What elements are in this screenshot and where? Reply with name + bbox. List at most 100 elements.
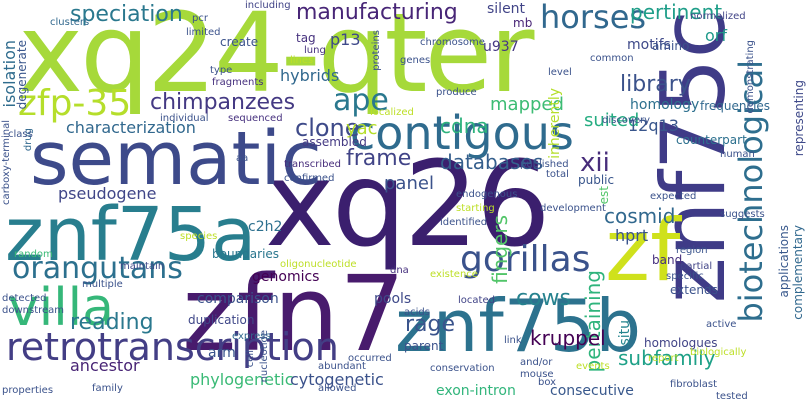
word: genes bbox=[400, 55, 431, 66]
word: duplication bbox=[188, 313, 255, 327]
word: cows bbox=[516, 286, 572, 311]
word: discovery bbox=[602, 115, 651, 126]
word: gorillas bbox=[460, 239, 591, 280]
word: 12q13 bbox=[628, 116, 679, 135]
word: silent bbox=[487, 1, 526, 17]
word: limited bbox=[186, 27, 221, 38]
word: link bbox=[504, 335, 522, 346]
word: class bbox=[8, 129, 33, 140]
word: degenerate bbox=[15, 40, 29, 110]
word: pseudogene bbox=[58, 184, 157, 203]
word: znf75b bbox=[395, 284, 642, 368]
word: lung bbox=[304, 45, 326, 56]
word: yac bbox=[346, 118, 378, 139]
word: events bbox=[576, 361, 610, 372]
word: common bbox=[590, 53, 634, 64]
word: mb bbox=[513, 16, 533, 30]
word: fragments bbox=[212, 77, 264, 88]
word: random bbox=[14, 249, 53, 260]
word: starting bbox=[456, 203, 495, 214]
word: zfp-35 bbox=[18, 83, 132, 124]
word: tag bbox=[296, 31, 316, 45]
word: family bbox=[92, 383, 123, 394]
word: allowed bbox=[318, 383, 357, 394]
word: extends bbox=[670, 283, 718, 297]
word: consecutive bbox=[550, 383, 634, 399]
word: partial bbox=[680, 261, 713, 272]
word: normalized bbox=[690, 11, 746, 22]
word: comparison bbox=[197, 291, 279, 307]
word: applications bbox=[777, 225, 791, 298]
word: hybrids bbox=[280, 66, 340, 85]
word: occurred bbox=[348, 353, 392, 364]
word: nucleotide bbox=[259, 330, 270, 383]
word: znf75a bbox=[5, 192, 257, 278]
word: localized bbox=[370, 107, 414, 118]
word: est bbox=[597, 186, 611, 205]
word: arm bbox=[208, 345, 236, 361]
word: pcr bbox=[192, 13, 208, 24]
word: u937 bbox=[483, 39, 519, 55]
word: confirmed bbox=[284, 173, 335, 184]
word: representing bbox=[792, 80, 806, 157]
word: properties bbox=[2, 385, 54, 396]
word: situ bbox=[617, 320, 633, 346]
word: motifs bbox=[627, 37, 671, 53]
word: reading bbox=[70, 310, 154, 335]
word: rage bbox=[405, 312, 456, 337]
word: pools bbox=[374, 291, 412, 307]
word: orangutans bbox=[12, 251, 183, 286]
word: endogenous bbox=[456, 189, 518, 200]
word: pertinent bbox=[630, 0, 723, 24]
word: horses bbox=[540, 0, 647, 36]
word: human bbox=[720, 149, 755, 160]
word: abundant bbox=[318, 361, 366, 372]
word: specific bbox=[666, 271, 704, 282]
word: panel bbox=[384, 173, 434, 194]
word: identified bbox=[440, 217, 488, 228]
word: complementary bbox=[791, 225, 805, 320]
word: aa bbox=[236, 153, 249, 164]
word: sematic bbox=[30, 116, 322, 202]
word: type bbox=[210, 65, 233, 76]
word: inherently bbox=[547, 88, 563, 159]
word: zf bbox=[605, 201, 681, 301]
word: cdna bbox=[440, 114, 489, 138]
word: lines bbox=[290, 55, 314, 66]
word: detected bbox=[2, 293, 47, 304]
word: ape bbox=[333, 83, 389, 118]
word: transcribed bbox=[284, 159, 341, 170]
word: report bbox=[648, 353, 679, 364]
word: existence bbox=[430, 269, 478, 280]
word: including bbox=[245, 0, 291, 11]
word: biologically bbox=[690, 347, 747, 358]
word: proteins bbox=[371, 30, 382, 71]
word: tested bbox=[716, 391, 748, 402]
word: characterization bbox=[66, 118, 196, 137]
word: fingers bbox=[488, 215, 512, 284]
word: phylogenetic bbox=[190, 370, 294, 389]
word: homology bbox=[630, 97, 700, 113]
word: sequenced bbox=[228, 113, 283, 124]
word: p13 bbox=[330, 30, 361, 49]
word: located bbox=[458, 295, 495, 306]
word: frame bbox=[346, 146, 412, 171]
word: clone bbox=[295, 114, 360, 142]
word: active bbox=[706, 319, 737, 330]
word: downstream bbox=[2, 305, 65, 316]
word: region bbox=[676, 245, 708, 256]
word: multiple bbox=[82, 279, 123, 290]
word: pertaining bbox=[581, 270, 605, 373]
word: suited bbox=[584, 110, 640, 131]
word: species bbox=[180, 231, 218, 242]
word: box bbox=[538, 377, 557, 388]
word: cosmid bbox=[604, 204, 676, 228]
word: published bbox=[520, 159, 569, 170]
word: subfamily bbox=[618, 346, 716, 370]
word: fibroblast bbox=[670, 379, 718, 390]
word: express bbox=[232, 331, 271, 342]
word: suggests bbox=[720, 209, 765, 220]
word: and/or bbox=[520, 357, 553, 368]
word: clusters bbox=[50, 17, 90, 28]
word: library bbox=[620, 72, 691, 97]
